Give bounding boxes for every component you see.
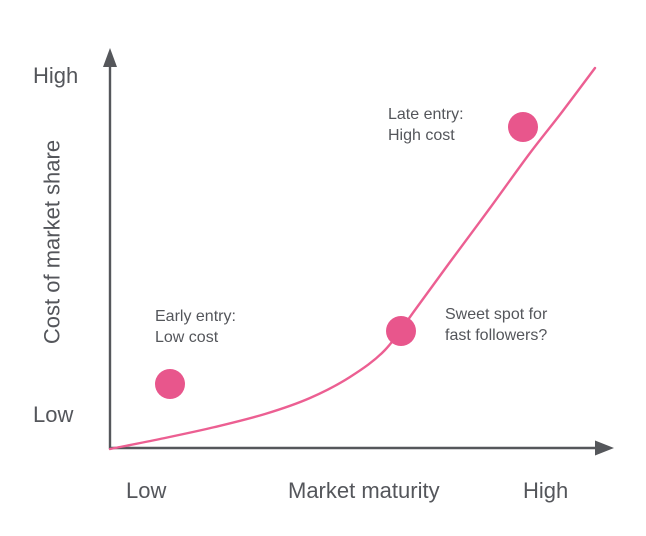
y-axis-title: Cost of market share xyxy=(39,139,65,345)
x-axis-title: Market maturity xyxy=(288,478,440,503)
x-tick-low: Low xyxy=(126,478,167,503)
y-tick-low: Low xyxy=(33,402,74,427)
annotation-early-entry-line2: Low cost xyxy=(155,329,219,346)
annotation-early-entry-line1: Early entry: xyxy=(155,308,236,325)
x-axis-arrowhead-icon xyxy=(595,440,614,456)
x-tick-high: High xyxy=(523,478,569,503)
cost-curve-line xyxy=(108,66,597,451)
data-point-sweet-spot xyxy=(386,316,416,346)
data-point-late-entry xyxy=(508,112,538,142)
annotation-early-entry: Early entry: Low cost xyxy=(155,306,236,348)
y-tick-high: High xyxy=(33,63,79,88)
annotation-late-entry: Late entry: High cost xyxy=(388,104,464,146)
data-point-early-entry xyxy=(155,369,185,399)
annotation-sweet-spot-line2: fast followers? xyxy=(445,327,548,344)
annotation-sweet-spot-line1: Sweet spot for xyxy=(445,306,548,323)
annotation-sweet-spot: Sweet spot for fast followers? xyxy=(445,304,547,346)
annotation-late-entry-line1: Late entry: xyxy=(388,106,464,123)
y-axis-arrowhead-icon xyxy=(103,48,117,67)
annotation-late-entry-line2: High cost xyxy=(388,127,455,144)
